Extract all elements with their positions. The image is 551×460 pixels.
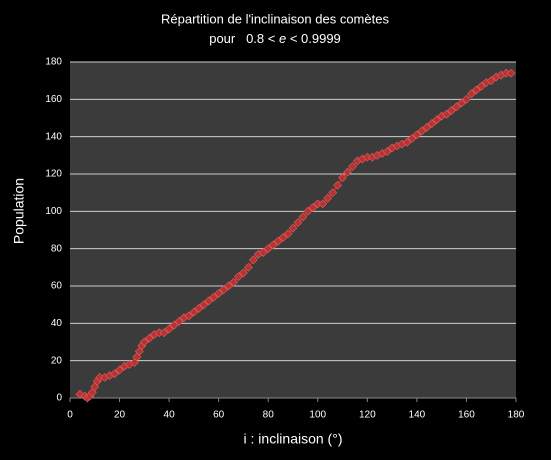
data-point xyxy=(243,262,253,272)
data-point xyxy=(194,303,204,313)
data-point xyxy=(132,352,142,362)
y-tick-label: 100 xyxy=(45,206,62,217)
y-tick-label: 60 xyxy=(51,281,63,292)
data-point xyxy=(75,389,85,399)
data-point xyxy=(427,119,437,129)
data-point xyxy=(466,89,476,99)
data-point xyxy=(159,328,169,338)
y-tick-label: 120 xyxy=(45,169,62,180)
data-point xyxy=(417,126,427,136)
x-tick-label: 120 xyxy=(359,410,376,421)
x-tick-label: 160 xyxy=(458,410,475,421)
y-axis-label: Population xyxy=(11,178,27,244)
x-axis-label: i : inclinaison (°) xyxy=(244,431,343,447)
data-point xyxy=(432,115,442,125)
data-point xyxy=(199,300,209,310)
data-point xyxy=(442,109,452,119)
y-tick-label: 180 xyxy=(45,57,62,68)
data-point xyxy=(348,162,357,171)
x-tick-label: 20 xyxy=(114,410,126,421)
data-point xyxy=(268,240,278,250)
data-point xyxy=(447,106,457,115)
data-point xyxy=(298,212,308,222)
x-tick-label: 60 xyxy=(213,410,225,421)
data-point xyxy=(169,320,179,330)
data-point xyxy=(318,199,328,209)
data-point xyxy=(323,193,333,203)
x-tick-label: 40 xyxy=(164,410,176,421)
data-point xyxy=(476,81,486,91)
subtitle-part: pour 0.8 < xyxy=(209,31,279,46)
chart-title: Répartition de l'inclinaison des comètes xyxy=(161,11,389,26)
data-point xyxy=(164,324,174,334)
data-point xyxy=(452,102,461,112)
data-point xyxy=(457,98,466,108)
y-tick-label: 80 xyxy=(51,243,63,254)
data-point xyxy=(184,311,194,321)
data-point xyxy=(115,365,124,375)
subtitle-part: < 0.9999 xyxy=(286,31,341,46)
data-point xyxy=(229,277,238,287)
x-tick-label: 140 xyxy=(409,410,426,421)
chart-subtitle: pour 0.8 < e < 0.9999 xyxy=(209,31,341,46)
data-point xyxy=(462,94,471,104)
data-point xyxy=(189,307,199,317)
data-point xyxy=(209,292,219,302)
data-point xyxy=(382,147,392,157)
data-point xyxy=(258,247,268,257)
data-point xyxy=(224,281,234,291)
data-point xyxy=(174,317,184,326)
data-point xyxy=(328,188,338,198)
data-point xyxy=(110,369,120,379)
data-point xyxy=(129,358,139,367)
data-point xyxy=(219,285,229,295)
x-tick-label: 100 xyxy=(309,410,326,421)
data-point xyxy=(412,130,422,140)
data-point xyxy=(234,272,243,282)
data-point xyxy=(134,346,144,356)
data-point xyxy=(239,268,248,278)
data-point xyxy=(144,333,154,343)
data-point xyxy=(506,68,516,78)
data-point xyxy=(288,223,298,233)
y-tick-label: 160 xyxy=(45,94,62,105)
data-point xyxy=(214,289,224,298)
data-point xyxy=(283,229,293,239)
data-point xyxy=(422,122,432,132)
data-point xyxy=(402,137,412,147)
data-point xyxy=(248,255,258,265)
data-point xyxy=(90,382,100,392)
data-point xyxy=(303,206,313,216)
data-point xyxy=(486,76,496,86)
y-tick-label: 0 xyxy=(56,393,62,404)
subtitle-part: e xyxy=(279,31,286,46)
data-point xyxy=(263,244,273,254)
data-point xyxy=(343,167,352,177)
data-point xyxy=(333,180,343,190)
x-tick-label: 0 xyxy=(67,410,73,421)
data-point xyxy=(338,173,347,183)
x-tick-label: 80 xyxy=(263,410,275,421)
data-point xyxy=(407,134,417,143)
data-point xyxy=(471,85,481,95)
data-point xyxy=(293,218,303,227)
data-point xyxy=(308,203,318,213)
x-tick-label: 180 xyxy=(508,410,525,421)
y-tick-label: 20 xyxy=(51,355,63,366)
data-point xyxy=(273,236,283,246)
data-point xyxy=(139,337,149,347)
data-point xyxy=(204,296,214,306)
data-point xyxy=(278,233,288,242)
y-tick-label: 140 xyxy=(45,131,62,142)
y-tick-label: 40 xyxy=(51,318,63,329)
